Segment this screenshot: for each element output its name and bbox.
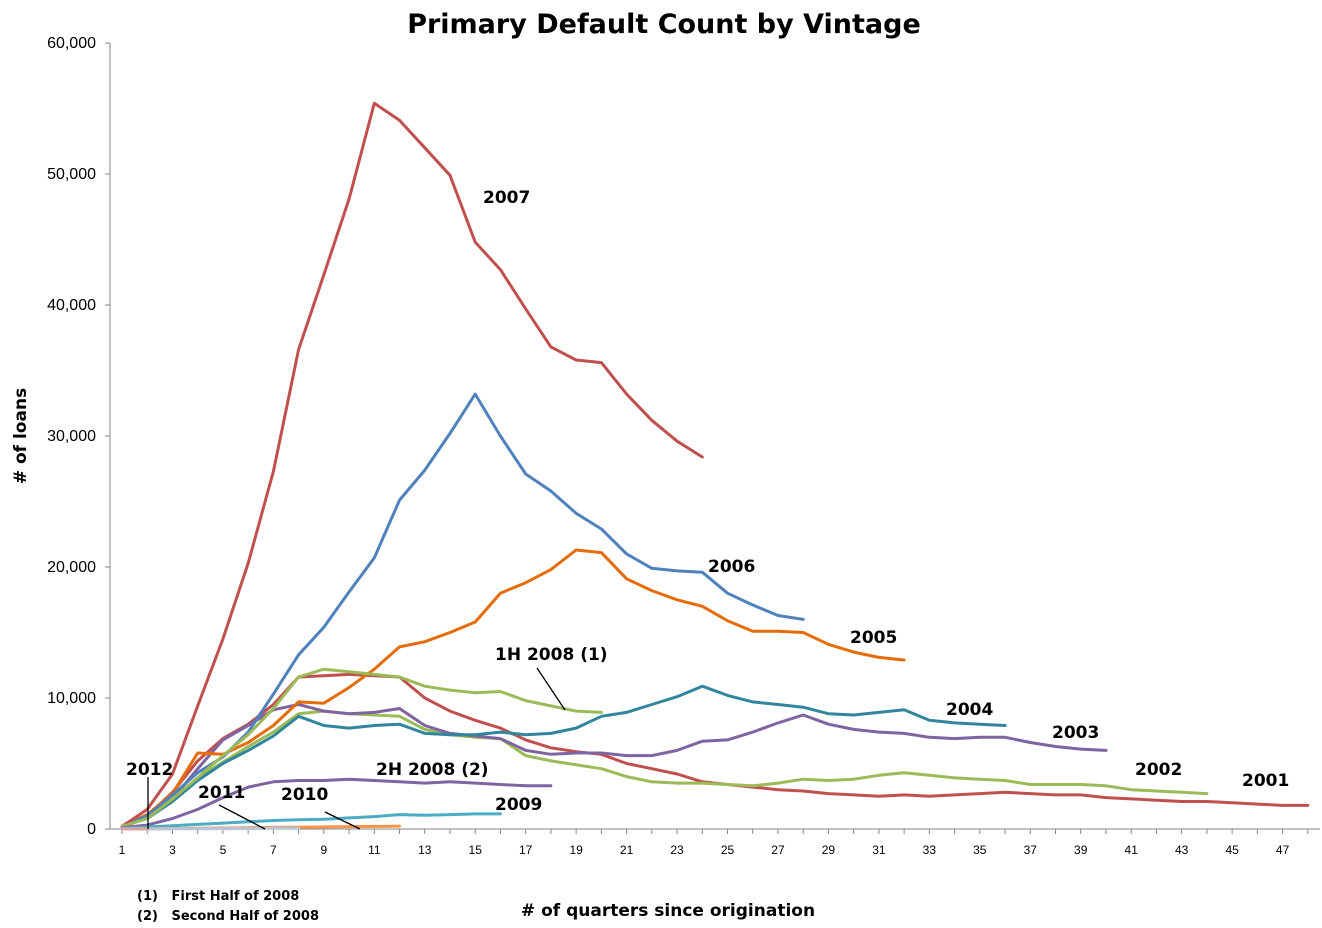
- y-tick-label: 50,000: [47, 166, 96, 183]
- chart-title: Primary Default Count by Vintage: [407, 9, 921, 40]
- x-tick-label: 29: [822, 843, 836, 857]
- footnote-2: (2) Second Half of 2008: [137, 909, 319, 924]
- y-tick-label: 60,000: [47, 35, 96, 52]
- footnote-1: (1) First Half of 2008: [137, 889, 299, 904]
- x-tick-label: 23: [670, 843, 684, 857]
- y-ticks: 0 10,000 20,000 30,000 40,000 50,000 60,000: [47, 35, 110, 838]
- series-label-2001: 2001: [1242, 771, 1289, 791]
- series-line-2011: [120, 826, 301, 831]
- x-tick-label: 43: [1175, 843, 1189, 857]
- series-label-2003: 2003: [1052, 723, 1099, 743]
- x-tick-label: 15: [469, 843, 483, 857]
- y-tick-label: 20,000: [47, 559, 96, 576]
- y-tick-label: 40,000: [47, 297, 96, 314]
- y-tick-label: 0: [87, 821, 96, 838]
- x-tick-label: 33: [923, 843, 937, 857]
- y-axis-title: # of loans: [11, 388, 31, 484]
- x-tick-label: 13: [418, 843, 432, 857]
- x-tick-label: 47: [1276, 843, 1290, 857]
- x-tick-label: 27: [771, 843, 785, 857]
- x-tick-label: 37: [1024, 843, 1038, 857]
- y-tick-label: 30,000: [47, 428, 96, 445]
- x-tick-label: 31: [872, 843, 886, 857]
- x-tick-label: 5: [220, 843, 227, 857]
- series-line-2002: [120, 709, 1209, 828]
- series-label-2002: 2002: [1135, 760, 1182, 780]
- x-tick-label: 11: [368, 843, 381, 857]
- series-label-2010: 2010: [281, 785, 328, 805]
- x-tick-label: 19: [569, 843, 583, 857]
- series-line-2007: [120, 101, 704, 828]
- series-line-2004: [120, 684, 1007, 828]
- x-tick-label: 1: [119, 843, 126, 857]
- x-tick-label: 21: [620, 843, 634, 857]
- series-label-2012: 2012: [126, 760, 173, 780]
- x-axis-title: # of quarters since origination: [521, 901, 815, 921]
- series-label-2011: 2011: [198, 783, 245, 803]
- series-label-2004: 2004: [946, 700, 993, 720]
- series-line-2003: [120, 703, 1108, 828]
- x-tick-label: 35: [973, 843, 987, 857]
- series-lines: [120, 101, 1310, 831]
- x-ticks: 1 3 5 7 9 11 13 15 17 19 21 23 25 27 29 31 33 35 37 39 41 43 4…: [119, 829, 1309, 857]
- x-tick-label: 25: [721, 843, 735, 857]
- series-labels: 2001 2002 2003 2004 2005 2006 2007 1H 2008 (1) 2…: [126, 188, 1289, 830]
- y-tick-label: 10,000: [47, 690, 96, 707]
- x-tick-label: 9: [320, 843, 327, 857]
- series-line-2009: [120, 812, 502, 830]
- series-label-1h-2008: 1H 2008 (1): [495, 645, 608, 665]
- label-leader-line: [218, 804, 266, 830]
- x-tick-label: 17: [519, 843, 533, 857]
- series-line-2h-2008: [120, 777, 553, 830]
- label-leader-line: [324, 811, 361, 830]
- x-tick-label: 7: [270, 843, 277, 857]
- x-tick-label: 39: [1074, 843, 1088, 857]
- x-tick-label: 45: [1225, 843, 1239, 857]
- label-leader-line: [536, 667, 566, 711]
- series-line-2005: [120, 548, 906, 828]
- x-tick-label: 3: [169, 843, 176, 857]
- series-line-1h-2008: [120, 667, 603, 828]
- series-label-2007: 2007: [483, 188, 530, 208]
- series-label-2h-2008: 2H 2008 (2): [376, 760, 489, 780]
- x-tick-label: 41: [1125, 843, 1139, 857]
- series-label-2005: 2005: [850, 628, 897, 648]
- series-label-2009: 2009: [495, 795, 542, 815]
- series-label-2006: 2006: [708, 557, 755, 577]
